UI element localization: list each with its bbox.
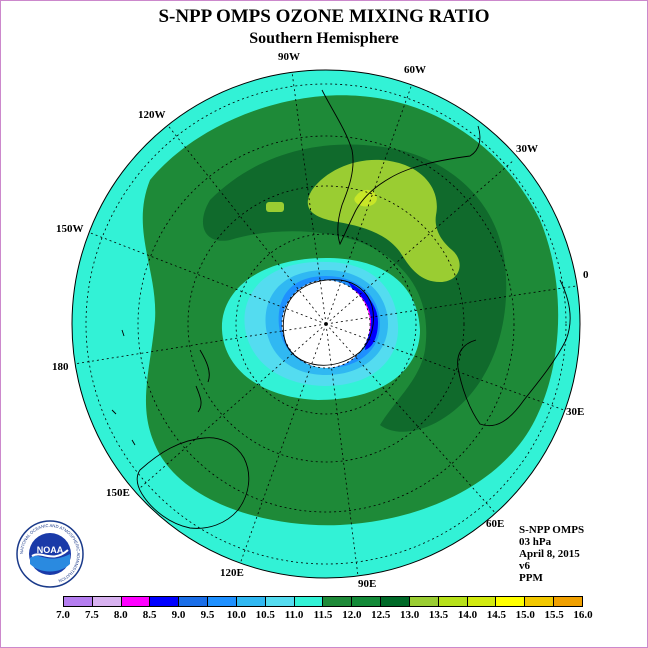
- colorbar-cell: [467, 597, 497, 606]
- info-pressure: 03 hPa: [519, 536, 552, 548]
- map-border: [71, 69, 581, 579]
- south-pole-marker: [324, 322, 328, 326]
- colorbar-cell: [323, 597, 353, 606]
- coast-australia: [136, 437, 250, 529]
- colorbar-cell: [179, 597, 209, 606]
- info-date: April 8, 2015: [519, 548, 580, 560]
- colorbar-label: 12.0: [342, 609, 362, 621]
- colorbar-cell: [525, 597, 555, 606]
- colorbar-cell: [208, 597, 237, 606]
- colorbar-label: 7.5: [85, 609, 99, 621]
- page-subtitle: Southern Hemisphere: [249, 30, 399, 47]
- colorbar-labels: 7.0 7.5 8.0 8.5 9.0 9.5 10.0 10.5 11.0 11.5 12.0 12…: [56, 609, 593, 623]
- lon-label-30e: 30E: [566, 406, 584, 418]
- lon-label-150w: 150W: [56, 223, 84, 235]
- colorbar-label: 15.5: [544, 609, 564, 621]
- noaa-logo: NATIONAL OCEANIC AND ATMOSPHERIC ADMINIS…: [16, 520, 84, 588]
- lon-label-0: 0: [583, 269, 589, 281]
- ozone-contour-12-5: [307, 159, 460, 282]
- coast-islands: [111, 329, 136, 446]
- colorbar-label: 8.0: [113, 609, 128, 621]
- lon-label-120w: 120W: [138, 109, 166, 121]
- colorbar-cell: [236, 597, 266, 606]
- colorbar-label: 15.0: [515, 609, 535, 621]
- colorbar: [63, 596, 583, 607]
- coast-africa: [457, 279, 571, 427]
- colorbar-label: 12.5: [371, 609, 391, 621]
- colorbar-cell: [150, 597, 180, 606]
- colorbar-label: 14.5: [486, 609, 506, 621]
- coast-new-zealand: [195, 349, 210, 413]
- colorbar-cell: [121, 597, 151, 606]
- colorbar-cell: [352, 597, 382, 606]
- colorbar-cell: [64, 597, 93, 606]
- colorbar-label: 11.5: [313, 609, 333, 621]
- info-instrument: S-NPP OMPS: [519, 524, 585, 536]
- colorbar-cell: [438, 597, 468, 606]
- colorbar-cell: [265, 597, 295, 606]
- info-version: v6: [519, 560, 530, 572]
- ozone-patch-small: [266, 202, 284, 212]
- colorbar-label: 8.5: [142, 609, 157, 621]
- ozone-contour-8-5: [348, 282, 378, 350]
- info-units: PPM: [519, 572, 543, 584]
- latitude-circles: [85, 83, 567, 565]
- lon-label-180: 180: [52, 361, 69, 373]
- colorbar-cell: [409, 597, 439, 606]
- colorbar-label: 9.0: [171, 609, 186, 621]
- lon-label-60w: 60W: [404, 64, 426, 76]
- colorbar-label: 13.0: [400, 609, 420, 621]
- lon-label-30w: 30W: [516, 143, 538, 155]
- colorbar-label: 11.0: [284, 609, 304, 621]
- map-disk: [72, 70, 580, 578]
- lon-label-90w: 90W: [278, 51, 300, 63]
- colorbar-cell: [92, 597, 122, 606]
- lon-label-120e: 120E: [220, 567, 244, 579]
- colorbar-label: 16.0: [573, 609, 593, 621]
- colorbar-cell: [554, 597, 582, 606]
- lon-label-150e: 150E: [106, 487, 130, 499]
- lon-label-60e: 60E: [486, 518, 504, 530]
- lon-label-90e: 90E: [358, 578, 376, 590]
- colorbar-label: 7.0: [56, 609, 70, 621]
- colorbar-label: 9.5: [200, 609, 215, 621]
- colorbar-cell: [381, 597, 410, 606]
- colorbar-label: 10.0: [226, 609, 246, 621]
- colorbar-label: 10.5: [255, 609, 275, 621]
- coast-south-america: [321, 89, 481, 246]
- colorbar-cell: [294, 597, 324, 606]
- colorbar-label: 14.0: [457, 609, 478, 621]
- info-block: S-NPP OMPS 03 hPa April 8, 2015 v6 PPM: [519, 524, 584, 584]
- page-title: S-NPP OMPS OZONE MIXING RATIO: [158, 6, 490, 27]
- logo-text: NOAA: [37, 545, 64, 555]
- colorbar-cell: [496, 597, 526, 606]
- meridians: [73, 71, 577, 577]
- colorbar-label: 13.5: [428, 609, 449, 621]
